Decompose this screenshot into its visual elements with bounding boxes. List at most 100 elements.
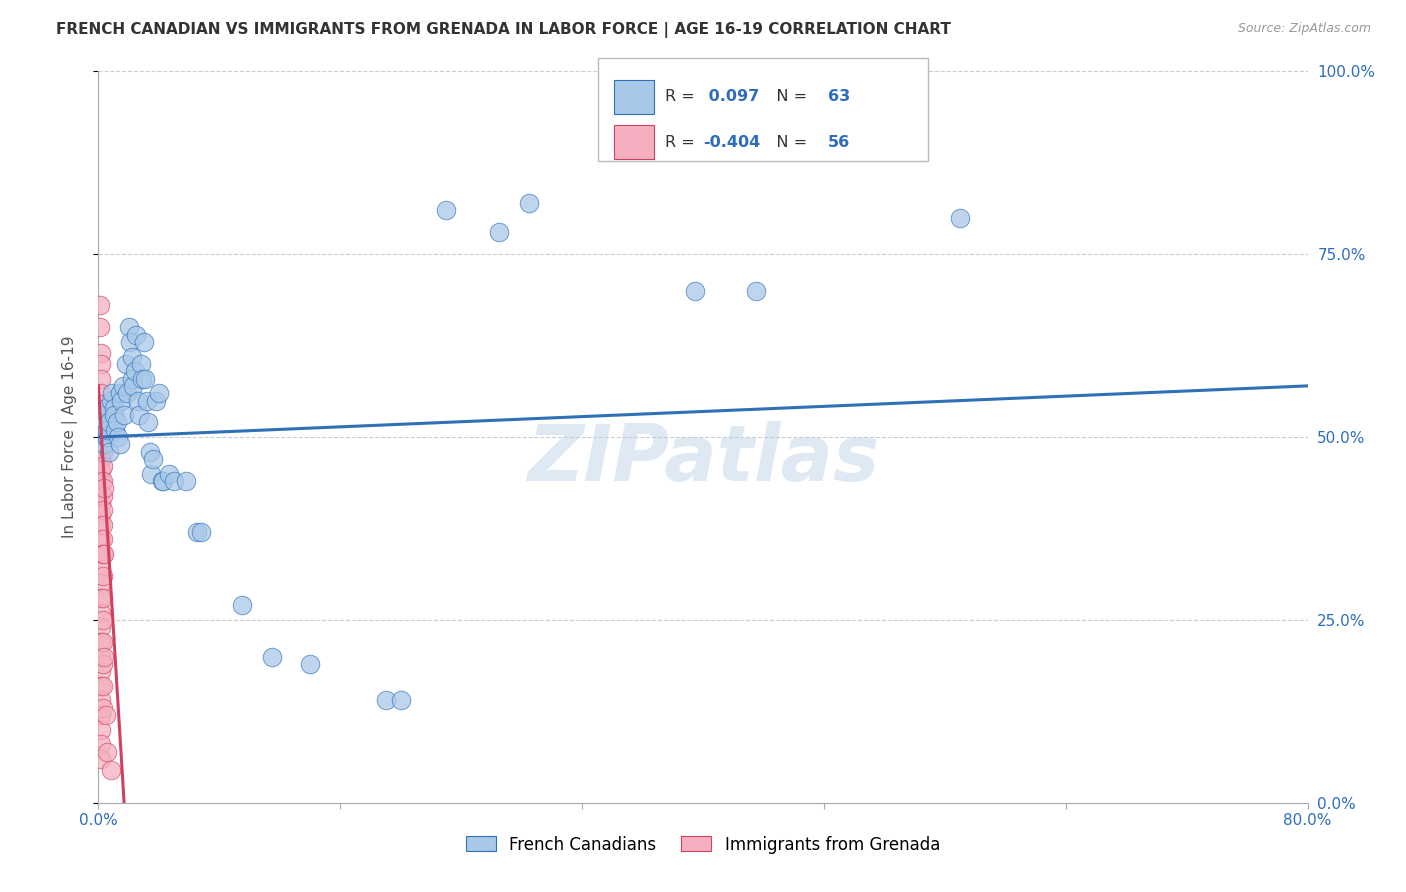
Point <box>389 693 412 707</box>
Point <box>152 474 174 488</box>
Point <box>96 423 118 437</box>
Point <box>111 379 134 393</box>
Point <box>186 525 208 540</box>
Point <box>90 485 112 500</box>
Point <box>89 320 111 334</box>
Point <box>90 507 112 521</box>
Point <box>107 430 129 444</box>
Point <box>91 700 114 714</box>
Point <box>125 327 148 342</box>
Point <box>93 481 115 495</box>
Point <box>90 664 112 678</box>
Text: Source: ZipAtlas.com: Source: ZipAtlas.com <box>1237 22 1371 36</box>
Point <box>91 503 114 517</box>
Point <box>91 635 114 649</box>
Point <box>90 397 112 411</box>
Text: 56: 56 <box>828 135 849 150</box>
Point <box>91 591 114 605</box>
Point <box>93 437 115 451</box>
Point <box>90 737 112 751</box>
Point <box>150 474 173 488</box>
Point <box>93 649 115 664</box>
Point <box>145 393 167 408</box>
Text: ZIPatlas: ZIPatlas <box>527 421 879 497</box>
Point <box>110 393 132 408</box>
Point <box>685 284 707 298</box>
Point <box>91 547 114 561</box>
Text: 63: 63 <box>828 89 849 104</box>
Point <box>90 591 112 605</box>
Point <box>148 386 170 401</box>
Point <box>103 401 125 415</box>
Point <box>949 211 972 225</box>
Point <box>98 444 121 458</box>
Point <box>100 763 122 777</box>
Point <box>89 298 111 312</box>
Point <box>94 401 117 415</box>
Point <box>90 649 112 664</box>
Point <box>129 357 152 371</box>
Point <box>96 430 118 444</box>
Text: FRENCH CANADIAN VS IMMIGRANTS FROM GRENADA IN LABOR FORCE | AGE 16-19 CORRELATIO: FRENCH CANADIAN VS IMMIGRANTS FROM GRENA… <box>56 22 950 38</box>
Point <box>121 350 143 364</box>
Point <box>127 393 149 408</box>
Point <box>745 284 768 298</box>
Point <box>94 708 117 723</box>
Point <box>90 386 112 401</box>
Point <box>374 693 396 707</box>
Point <box>128 408 150 422</box>
Text: N =: N = <box>761 135 811 150</box>
Point <box>141 467 163 481</box>
Point <box>132 334 155 349</box>
Point <box>90 474 112 488</box>
Point <box>434 203 457 218</box>
Point <box>91 679 114 693</box>
Text: R =: R = <box>665 135 700 150</box>
Point <box>115 386 138 401</box>
Point <box>142 452 165 467</box>
Point <box>91 459 114 474</box>
Point <box>299 657 322 671</box>
Point <box>90 357 112 371</box>
Point <box>90 346 112 360</box>
Point <box>108 386 131 401</box>
Legend: French Canadians, Immigrants from Grenada: French Canadians, Immigrants from Grenad… <box>460 829 946 860</box>
Point <box>90 408 112 422</box>
Point <box>112 408 135 422</box>
Point <box>90 547 112 561</box>
Point <box>91 430 114 444</box>
Point <box>91 533 114 547</box>
Point <box>262 649 284 664</box>
Point <box>90 562 112 576</box>
Point <box>103 408 125 422</box>
Text: -0.404: -0.404 <box>703 135 761 150</box>
Point <box>91 613 114 627</box>
Point <box>90 620 112 634</box>
Point <box>90 419 112 434</box>
Point <box>90 517 112 532</box>
Point <box>104 423 127 437</box>
Point <box>190 525 212 540</box>
Point <box>488 225 510 239</box>
Point <box>90 693 112 707</box>
Point <box>517 196 540 211</box>
Point <box>90 752 112 766</box>
Point <box>105 416 128 430</box>
Point <box>159 467 181 481</box>
Point <box>136 416 159 430</box>
Y-axis label: In Labor Force | Age 16-19: In Labor Force | Age 16-19 <box>62 335 77 539</box>
Point <box>134 371 156 385</box>
Point <box>90 576 112 591</box>
Point <box>98 416 121 430</box>
Point <box>90 708 112 723</box>
Point <box>91 569 114 583</box>
Point <box>124 364 146 378</box>
Point <box>101 386 124 401</box>
Point <box>91 489 114 503</box>
Point <box>90 606 112 620</box>
Text: 0.097: 0.097 <box>703 89 759 104</box>
Point <box>121 371 143 385</box>
Text: N =: N = <box>761 89 811 104</box>
Point <box>118 320 141 334</box>
Point <box>231 599 253 613</box>
